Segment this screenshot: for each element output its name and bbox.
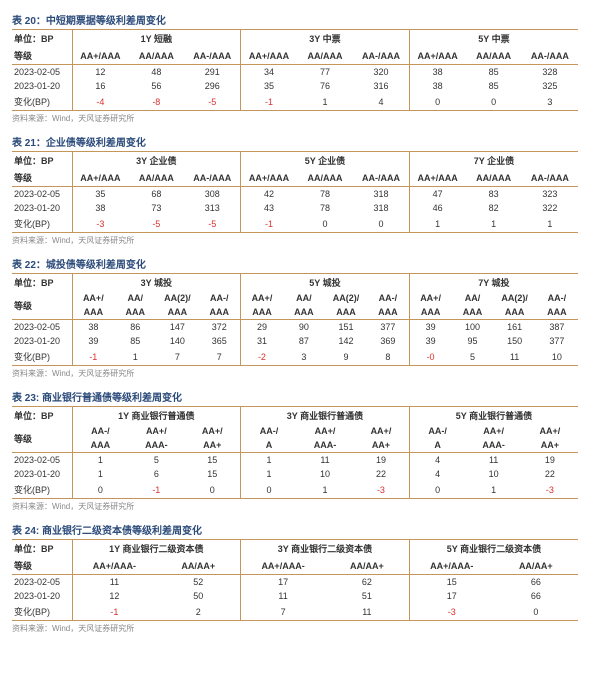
table-22-source: 资料来源：Wind，天风证券研究所 bbox=[12, 368, 578, 379]
table-row: 2023-02-05 3568308 4278318 4783323 bbox=[12, 187, 578, 202]
table-row: 2023-01-20 1615 11022 41022 bbox=[12, 467, 578, 481]
table-24-title: 表 24: 商业银行二级资本债等级利差周变化 bbox=[12, 522, 578, 537]
table-row: 2023-01-20 3873313 4378318 4682322 bbox=[12, 201, 578, 215]
grade-label: 等级 bbox=[12, 47, 72, 65]
table-row: 变化(BP) 0-10 01-3 01-3 bbox=[12, 481, 578, 499]
table-21-title: 表 21：企业债等级利差周变化 bbox=[12, 134, 578, 149]
table-23-title: 表 23: 商业银行普通债等级利差周变化 bbox=[12, 389, 578, 404]
table-row: 变化(BP) -4-8-5 -114 003 bbox=[12, 93, 578, 111]
table-24: 表 24: 商业银行二级资本债等级利差周变化 单位：BP 1Y 商业银行二级资本… bbox=[12, 522, 578, 634]
table-20-title: 表 20：中短期票据等级利差周变化 bbox=[12, 12, 578, 27]
table-22: 表 22：城投债等级利差周变化 单位：BP 3Y 城投 5Y 城投 7Y 城投 … bbox=[12, 256, 578, 379]
table-row: 变化(BP) -12 711 -30 bbox=[12, 603, 578, 621]
table-24-source: 资料来源：Wind，天风证券研究所 bbox=[12, 623, 578, 634]
table-20-source: 资料来源：Wind，天风证券研究所 bbox=[12, 113, 578, 124]
table-21-source: 资料来源：Wind，天风证券研究所 bbox=[12, 235, 578, 246]
table-row: 变化(BP) -3-5-5 -100 111 bbox=[12, 215, 578, 233]
table-row: 2023-01-20 1656296 3576316 3885325 bbox=[12, 79, 578, 93]
table-21: 表 21：企业债等级利差周变化 单位：BP 3Y 企业债 5Y 企业债 7Y 企… bbox=[12, 134, 578, 246]
table-23-source: 资料来源：Wind，天风证券研究所 bbox=[12, 501, 578, 512]
table-22-grid: 单位：BP 3Y 城投 5Y 城投 7Y 城投 等级 AA+/AA/AA(2)/… bbox=[12, 273, 578, 366]
table-row: 2023-02-05 1248291 3477320 3885328 bbox=[12, 65, 578, 80]
table-row: 2023-02-05 3886147372 2990151377 3910016… bbox=[12, 320, 578, 335]
table-row: 2023-02-05 1152 1762 1566 bbox=[12, 575, 578, 590]
table-23: 表 23: 商业银行普通债等级利差周变化 单位：BP 1Y 商业银行普通债 3Y… bbox=[12, 389, 578, 512]
table-20-grid: 单位：BP 1Y 短融 3Y 中票 5Y 中票 等级 AA+/AAAAA/AAA… bbox=[12, 29, 578, 111]
table-row: 2023-01-20 3985140365 3187142369 3995150… bbox=[12, 334, 578, 348]
table-22-title: 表 22：城投债等级利差周变化 bbox=[12, 256, 578, 271]
table-24-grid: 单位：BP 1Y 商业银行二级资本债 3Y 商业银行二级资本债 5Y 商业银行二… bbox=[12, 539, 578, 621]
table-row: 2023-02-05 1515 11119 41119 bbox=[12, 453, 578, 468]
table-20: 表 20：中短期票据等级利差周变化 单位：BP 1Y 短融 3Y 中票 5Y 中… bbox=[12, 12, 578, 124]
table-23-grid: 单位：BP 1Y 商业银行普通债 3Y 商业银行普通债 5Y 商业银行普通债 等… bbox=[12, 406, 578, 499]
table-21-grid: 单位：BP 3Y 企业债 5Y 企业债 7Y 企业债 等级 AA+/AAAAA/… bbox=[12, 151, 578, 233]
unit-label: 单位：BP bbox=[12, 30, 72, 48]
table-row: 变化(BP) -1177 -2398 -051110 bbox=[12, 348, 578, 366]
table-row: 2023-01-20 1250 1151 1766 bbox=[12, 589, 578, 603]
